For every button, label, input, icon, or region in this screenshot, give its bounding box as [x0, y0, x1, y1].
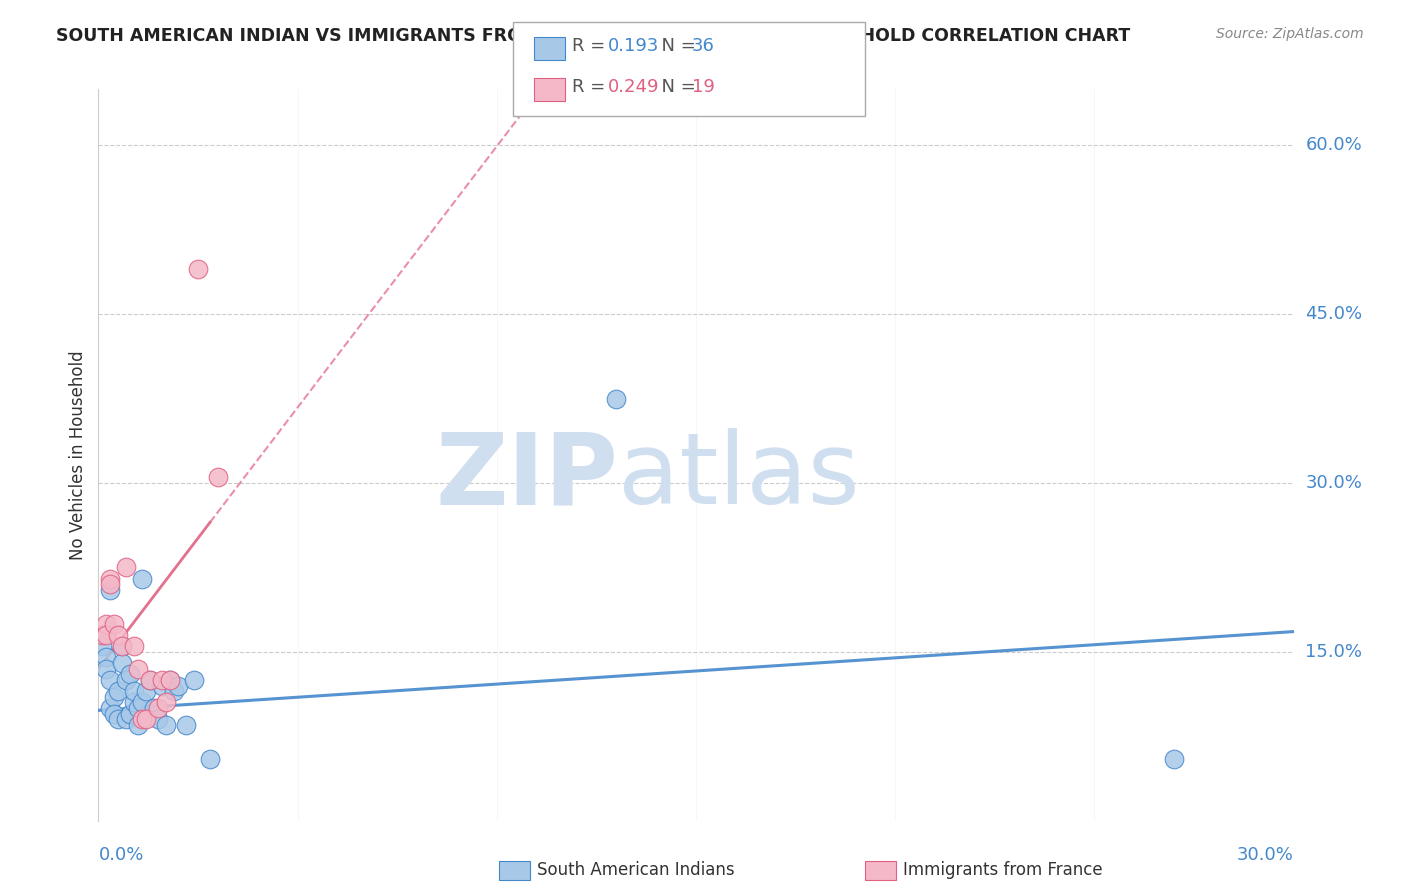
Point [98, 701, 122, 715]
Point [167, 679, 190, 693]
Text: N =: N = [650, 78, 702, 96]
Point [120, 706, 142, 721]
Text: R =: R = [572, 37, 612, 55]
Point [96, 650, 118, 665]
Point [131, 572, 153, 586]
Text: 15.0%: 15.0% [1305, 643, 1362, 661]
Point [111, 639, 134, 653]
Point [127, 662, 149, 676]
Point [124, 696, 146, 710]
Point [1163, 752, 1185, 766]
Text: 45.0%: 45.0% [1305, 305, 1362, 323]
Point [150, 673, 173, 687]
Point [139, 673, 162, 687]
Text: N =: N = [650, 37, 702, 55]
Text: atlas: atlas [619, 428, 860, 525]
Point [159, 673, 181, 687]
Point [127, 718, 149, 732]
Text: SOUTH AMERICAN INDIAN VS IMMIGRANTS FROM FRANCE NO VEHICLES IN HOUSEHOLD CORRELA: SOUTH AMERICAN INDIAN VS IMMIGRANTS FROM… [56, 27, 1130, 45]
Point [148, 701, 170, 715]
Point [111, 639, 134, 653]
Point [198, 752, 221, 766]
Point [131, 696, 153, 710]
Text: 0.193: 0.193 [607, 37, 659, 55]
Point [98, 577, 122, 591]
Text: 0.249: 0.249 [607, 78, 659, 96]
Point [187, 262, 209, 277]
Point [115, 712, 138, 726]
Point [143, 701, 166, 715]
Point [115, 560, 138, 574]
Text: 19: 19 [692, 78, 714, 96]
Point [605, 392, 627, 406]
Point [107, 712, 129, 726]
Point [103, 616, 125, 631]
Point [107, 628, 129, 642]
Text: 36: 36 [692, 37, 714, 55]
Text: 0.0%: 0.0% [98, 847, 143, 864]
Point [127, 701, 149, 715]
Y-axis label: No Vehicles in Household: No Vehicles in Household [69, 350, 87, 560]
Text: 30.0%: 30.0% [1305, 474, 1362, 492]
Point [124, 639, 146, 653]
Point [96, 662, 118, 676]
Point [103, 690, 125, 704]
Text: 60.0%: 60.0% [1305, 136, 1362, 154]
Point [91, 639, 114, 653]
Point [159, 673, 181, 687]
Point [148, 712, 170, 726]
Point [150, 679, 173, 693]
Point [103, 706, 125, 721]
Point [207, 470, 229, 484]
Text: 30.0%: 30.0% [1237, 847, 1294, 864]
Point [124, 684, 146, 698]
Point [163, 684, 186, 698]
Point [155, 718, 177, 732]
Point [135, 712, 157, 726]
Text: South American Indians: South American Indians [537, 861, 735, 879]
Point [131, 712, 153, 726]
Point [111, 656, 134, 670]
Point [98, 673, 122, 687]
Text: R =: R = [572, 78, 612, 96]
Point [183, 673, 205, 687]
Point [96, 616, 118, 631]
Point [98, 582, 122, 597]
Point [98, 572, 122, 586]
Text: Source: ZipAtlas.com: Source: ZipAtlas.com [1216, 27, 1364, 41]
Point [115, 673, 138, 687]
Point [91, 628, 114, 642]
Text: Immigrants from France: Immigrants from France [903, 861, 1102, 879]
Point [155, 696, 177, 710]
Point [96, 628, 118, 642]
Point [174, 718, 197, 732]
Point [107, 684, 129, 698]
Text: ZIP: ZIP [436, 428, 619, 525]
Point [135, 684, 157, 698]
Point [139, 673, 162, 687]
Point [120, 667, 142, 681]
